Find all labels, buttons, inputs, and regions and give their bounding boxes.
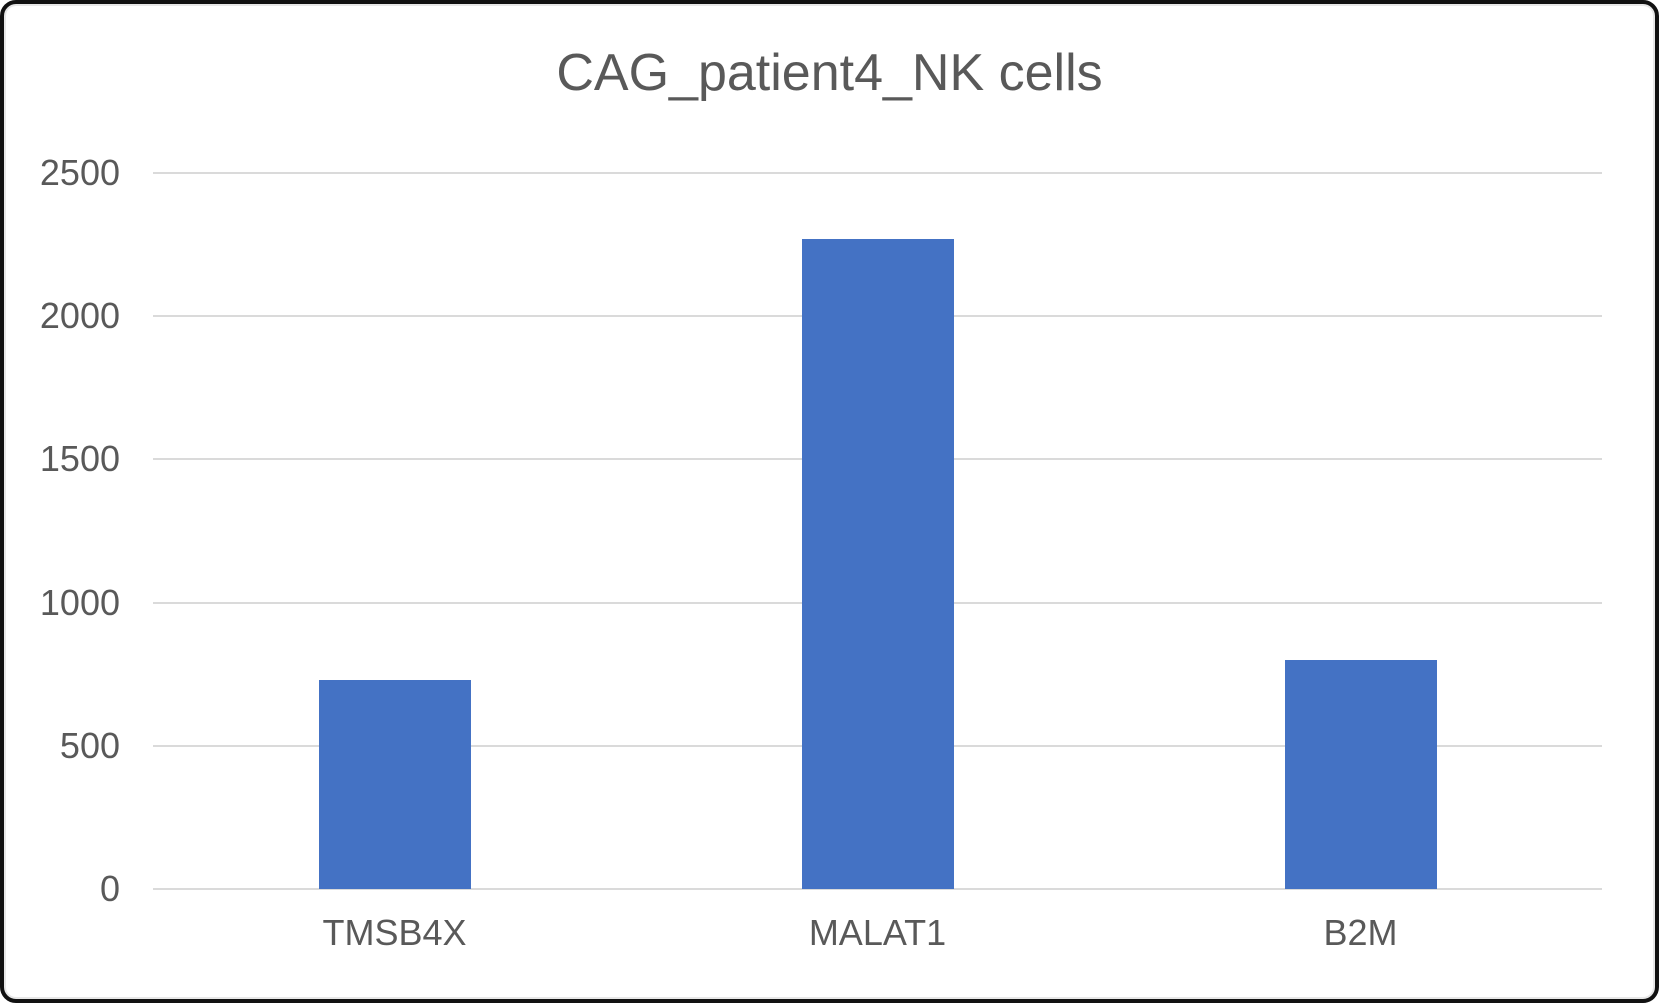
y-tick-label: 2500 [39,152,120,193]
bar-b2m [1284,659,1437,889]
x-tick-label-malat1: MALAT1 [808,912,947,953]
gridline [153,172,1602,174]
x-tick-label-b2m: B2M [1323,912,1398,953]
y-tick-label: 1000 [39,581,120,623]
x-tick-label-tmsb4x: TMSB4X [322,912,467,953]
y-tick-label: 1500 [39,438,120,480]
bar-malat1 [801,238,954,889]
y-tick-label: 500 [59,724,120,766]
x-axis: TMSB4X MALAT1 B2M [153,889,1602,969]
plot-area [153,172,1602,890]
y-tick-label: 2000 [39,295,120,337]
chart-title: CAG_patient4_NK cells [556,44,1103,102]
y-tick-label: 0 [99,868,120,909]
bar-tmsb4x [318,679,471,889]
gridline [153,888,1602,890]
y-axis: 0 500 1000 1500 2000 2500 [4,155,120,907]
